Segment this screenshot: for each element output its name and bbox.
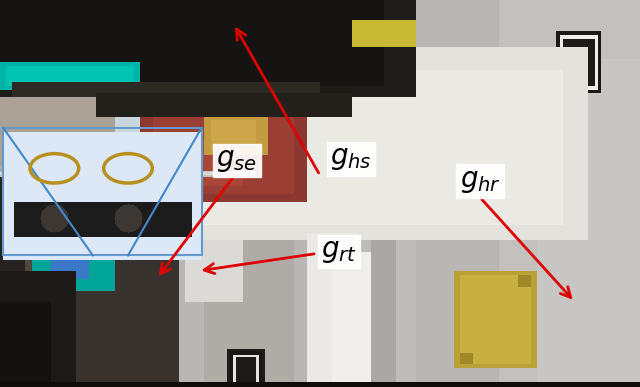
Text: $g_{se}$: $g_{se}$ bbox=[216, 147, 257, 174]
Bar bbox=[3, 128, 202, 255]
Text: $g_{hr}$: $g_{hr}$ bbox=[460, 168, 500, 195]
Text: $g_{hs}$: $g_{hs}$ bbox=[330, 145, 372, 172]
Text: $g_{rt}$: $g_{rt}$ bbox=[321, 238, 357, 265]
